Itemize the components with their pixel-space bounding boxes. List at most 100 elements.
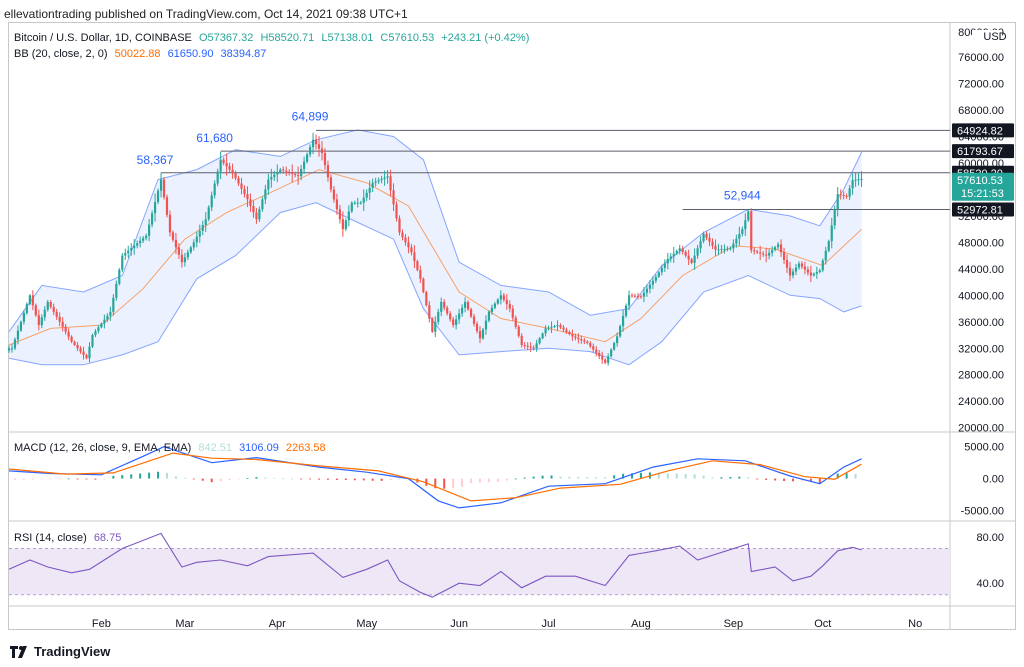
candle-body [490, 307, 494, 312]
macd-hist-bar [774, 478, 777, 481]
macd-hist-bar [550, 475, 553, 479]
candle-body [517, 326, 520, 336]
macd-hist-bar [622, 473, 625, 479]
macd-hist-bar [255, 477, 258, 479]
candle-body [726, 248, 729, 250]
candle-body [255, 212, 258, 220]
candle-body [85, 354, 88, 359]
macd-hist-bar [282, 478, 285, 479]
bb-lower-value: 38394.87 [220, 48, 267, 60]
candle-body [282, 169, 285, 171]
candle-body [660, 267, 663, 273]
candle-body [362, 197, 365, 203]
candle-body [523, 344, 526, 346]
macd-hist-bar [836, 473, 839, 479]
candle-body [13, 339, 17, 349]
candle-body [520, 335, 523, 345]
candle-body [91, 335, 94, 347]
candle-body [827, 241, 830, 251]
macd-hist-bar [604, 477, 607, 479]
macd-tick-label: -5000.00 [961, 505, 1004, 517]
month-label: No [908, 618, 922, 630]
candle-body [774, 247, 777, 251]
candle-body [508, 304, 511, 309]
macd-hist-bar [845, 473, 848, 479]
candle-body [201, 225, 204, 231]
candle-body [472, 316, 476, 324]
macd-hist-bar [809, 478, 812, 482]
chart-canvas[interactable]: 58,367 61,680 64,899 52,944 20000.00 24000.0… [0, 0, 1024, 640]
candle-body [717, 249, 720, 251]
candle-body [529, 346, 532, 348]
candle-body [401, 232, 404, 238]
candle-body [234, 172, 237, 179]
macd-hist-bar [273, 477, 276, 479]
candle-body [666, 258, 669, 264]
candle-body [449, 313, 452, 320]
candle-body [809, 272, 812, 276]
candle-body [693, 255, 696, 263]
candle-body [812, 273, 815, 276]
tradingview-footer[interactable]: TradingView [10, 644, 110, 659]
rsi-value: 68.75 [93, 532, 122, 544]
candle-body [762, 253, 765, 255]
candle-body [28, 295, 31, 305]
candle-body [556, 325, 559, 327]
candle-body [317, 144, 321, 149]
candle-body [657, 272, 660, 277]
candle-body [687, 255, 690, 260]
macd-hist-bar [174, 476, 177, 479]
price-flag [952, 144, 1014, 159]
macd-hist-bar [309, 478, 312, 480]
macd-hist-bar [693, 474, 696, 479]
publisher-line: ellevationtrading published on TradingVi… [4, 7, 408, 21]
candle-body [386, 176, 389, 178]
candle-body [326, 165, 330, 178]
candle-body [753, 250, 756, 252]
candle-body [153, 202, 157, 214]
candle-body [818, 270, 821, 272]
candle-body [595, 349, 598, 353]
candle-body [708, 237, 711, 242]
macd-hist-bar [586, 477, 589, 479]
candle-body [225, 162, 228, 167]
macd-hist-bar [380, 478, 383, 481]
candle-body [559, 325, 562, 328]
candle-body [565, 329, 568, 332]
candle-body [279, 169, 282, 173]
candle-body [589, 342, 592, 347]
candle-body [663, 263, 666, 268]
candle-body [577, 337, 580, 340]
candle-body [672, 253, 675, 257]
macd-hist-bar [666, 473, 669, 479]
candle-body [186, 252, 189, 258]
macd-hist-bar [49, 478, 52, 480]
macd-hist-bar [362, 478, 365, 481]
macd-hist-bar [148, 472, 151, 479]
macd-hist-bar [76, 478, 79, 480]
candle-body [455, 319, 458, 326]
candle-body [747, 211, 750, 221]
macd-hist-bar [514, 478, 517, 480]
macd-hist-bar [720, 477, 723, 479]
candle-body [329, 177, 333, 190]
candle-body [446, 307, 449, 314]
candle-body [323, 153, 327, 166]
macd-hist-bar [398, 478, 401, 480]
candle-body [723, 248, 726, 250]
candle-body [854, 179, 857, 181]
price-tick-label: 68000.00 [958, 105, 1004, 117]
grid [9, 23, 1015, 629]
candle-body [848, 188, 851, 197]
rsi-tick-label: 40.00 [976, 578, 1004, 590]
macd-hist-bar [711, 477, 714, 479]
candle-body [291, 172, 294, 175]
macd-hist-bar [210, 478, 213, 483]
candle-body [344, 220, 347, 230]
candle-body [771, 250, 774, 253]
candle-body [592, 346, 595, 350]
candles [7, 132, 863, 366]
candle-body [836, 194, 839, 210]
candle-body [174, 239, 178, 248]
price-tick-label: 36000.00 [958, 317, 1004, 329]
